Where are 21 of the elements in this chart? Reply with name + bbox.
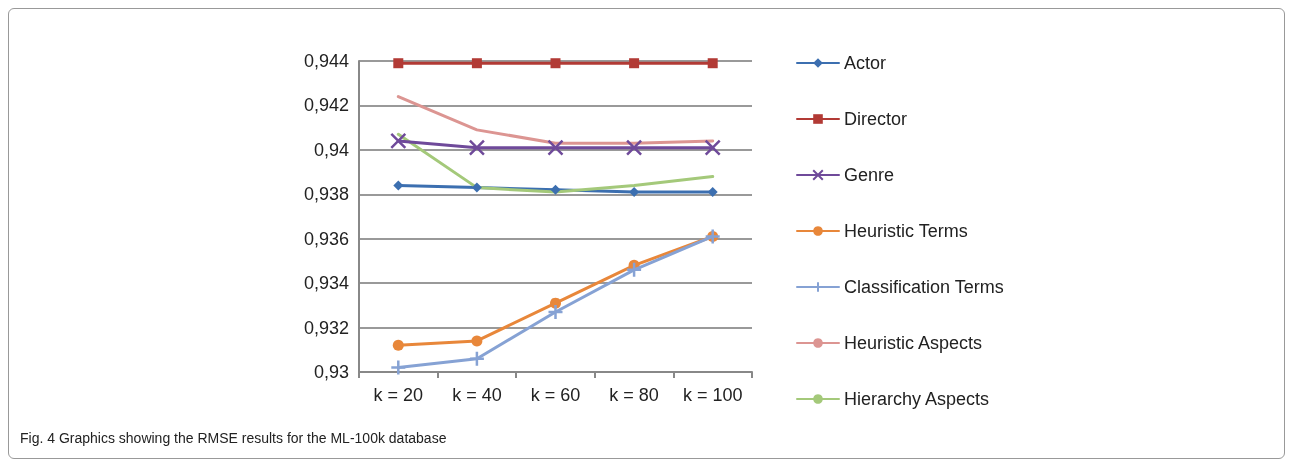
legend-label: Actor bbox=[844, 53, 887, 73]
y-tick-label: 0,944 bbox=[303, 51, 349, 71]
y-tick-label: 0,936 bbox=[303, 228, 349, 249]
y-tick-label: 0,94 bbox=[313, 139, 349, 160]
x-tick-label: k = 60 bbox=[530, 385, 581, 405]
y-tick-label: 0,938 bbox=[303, 184, 349, 205]
x-tick-label: k = 80 bbox=[609, 385, 659, 405]
y-tick-label: 0,932 bbox=[303, 317, 349, 338]
legend-label: Hierarchy Aspects bbox=[844, 389, 990, 409]
legend-label: Director bbox=[844, 109, 908, 129]
y-tick-label: 0,93 bbox=[313, 362, 349, 382]
y-tick-label: 0,934 bbox=[303, 273, 349, 294]
x-tick-label: k = 40 bbox=[452, 385, 502, 405]
legend-label: Genre bbox=[844, 165, 895, 185]
y-tick-label: 0,942 bbox=[303, 95, 349, 116]
legend-label: Heuristic Aspects bbox=[844, 333, 983, 353]
legend-label: Classification Terms bbox=[844, 277, 1004, 297]
x-tick-label: k = 20 bbox=[373, 385, 424, 405]
legend-label: Heuristic Terms bbox=[844, 221, 968, 241]
x-tick-label: k = 100 bbox=[682, 385, 743, 405]
caption: Fig. 4 Graphics showing the RMSE results for the ML-100k database bbox=[20, 430, 447, 446]
